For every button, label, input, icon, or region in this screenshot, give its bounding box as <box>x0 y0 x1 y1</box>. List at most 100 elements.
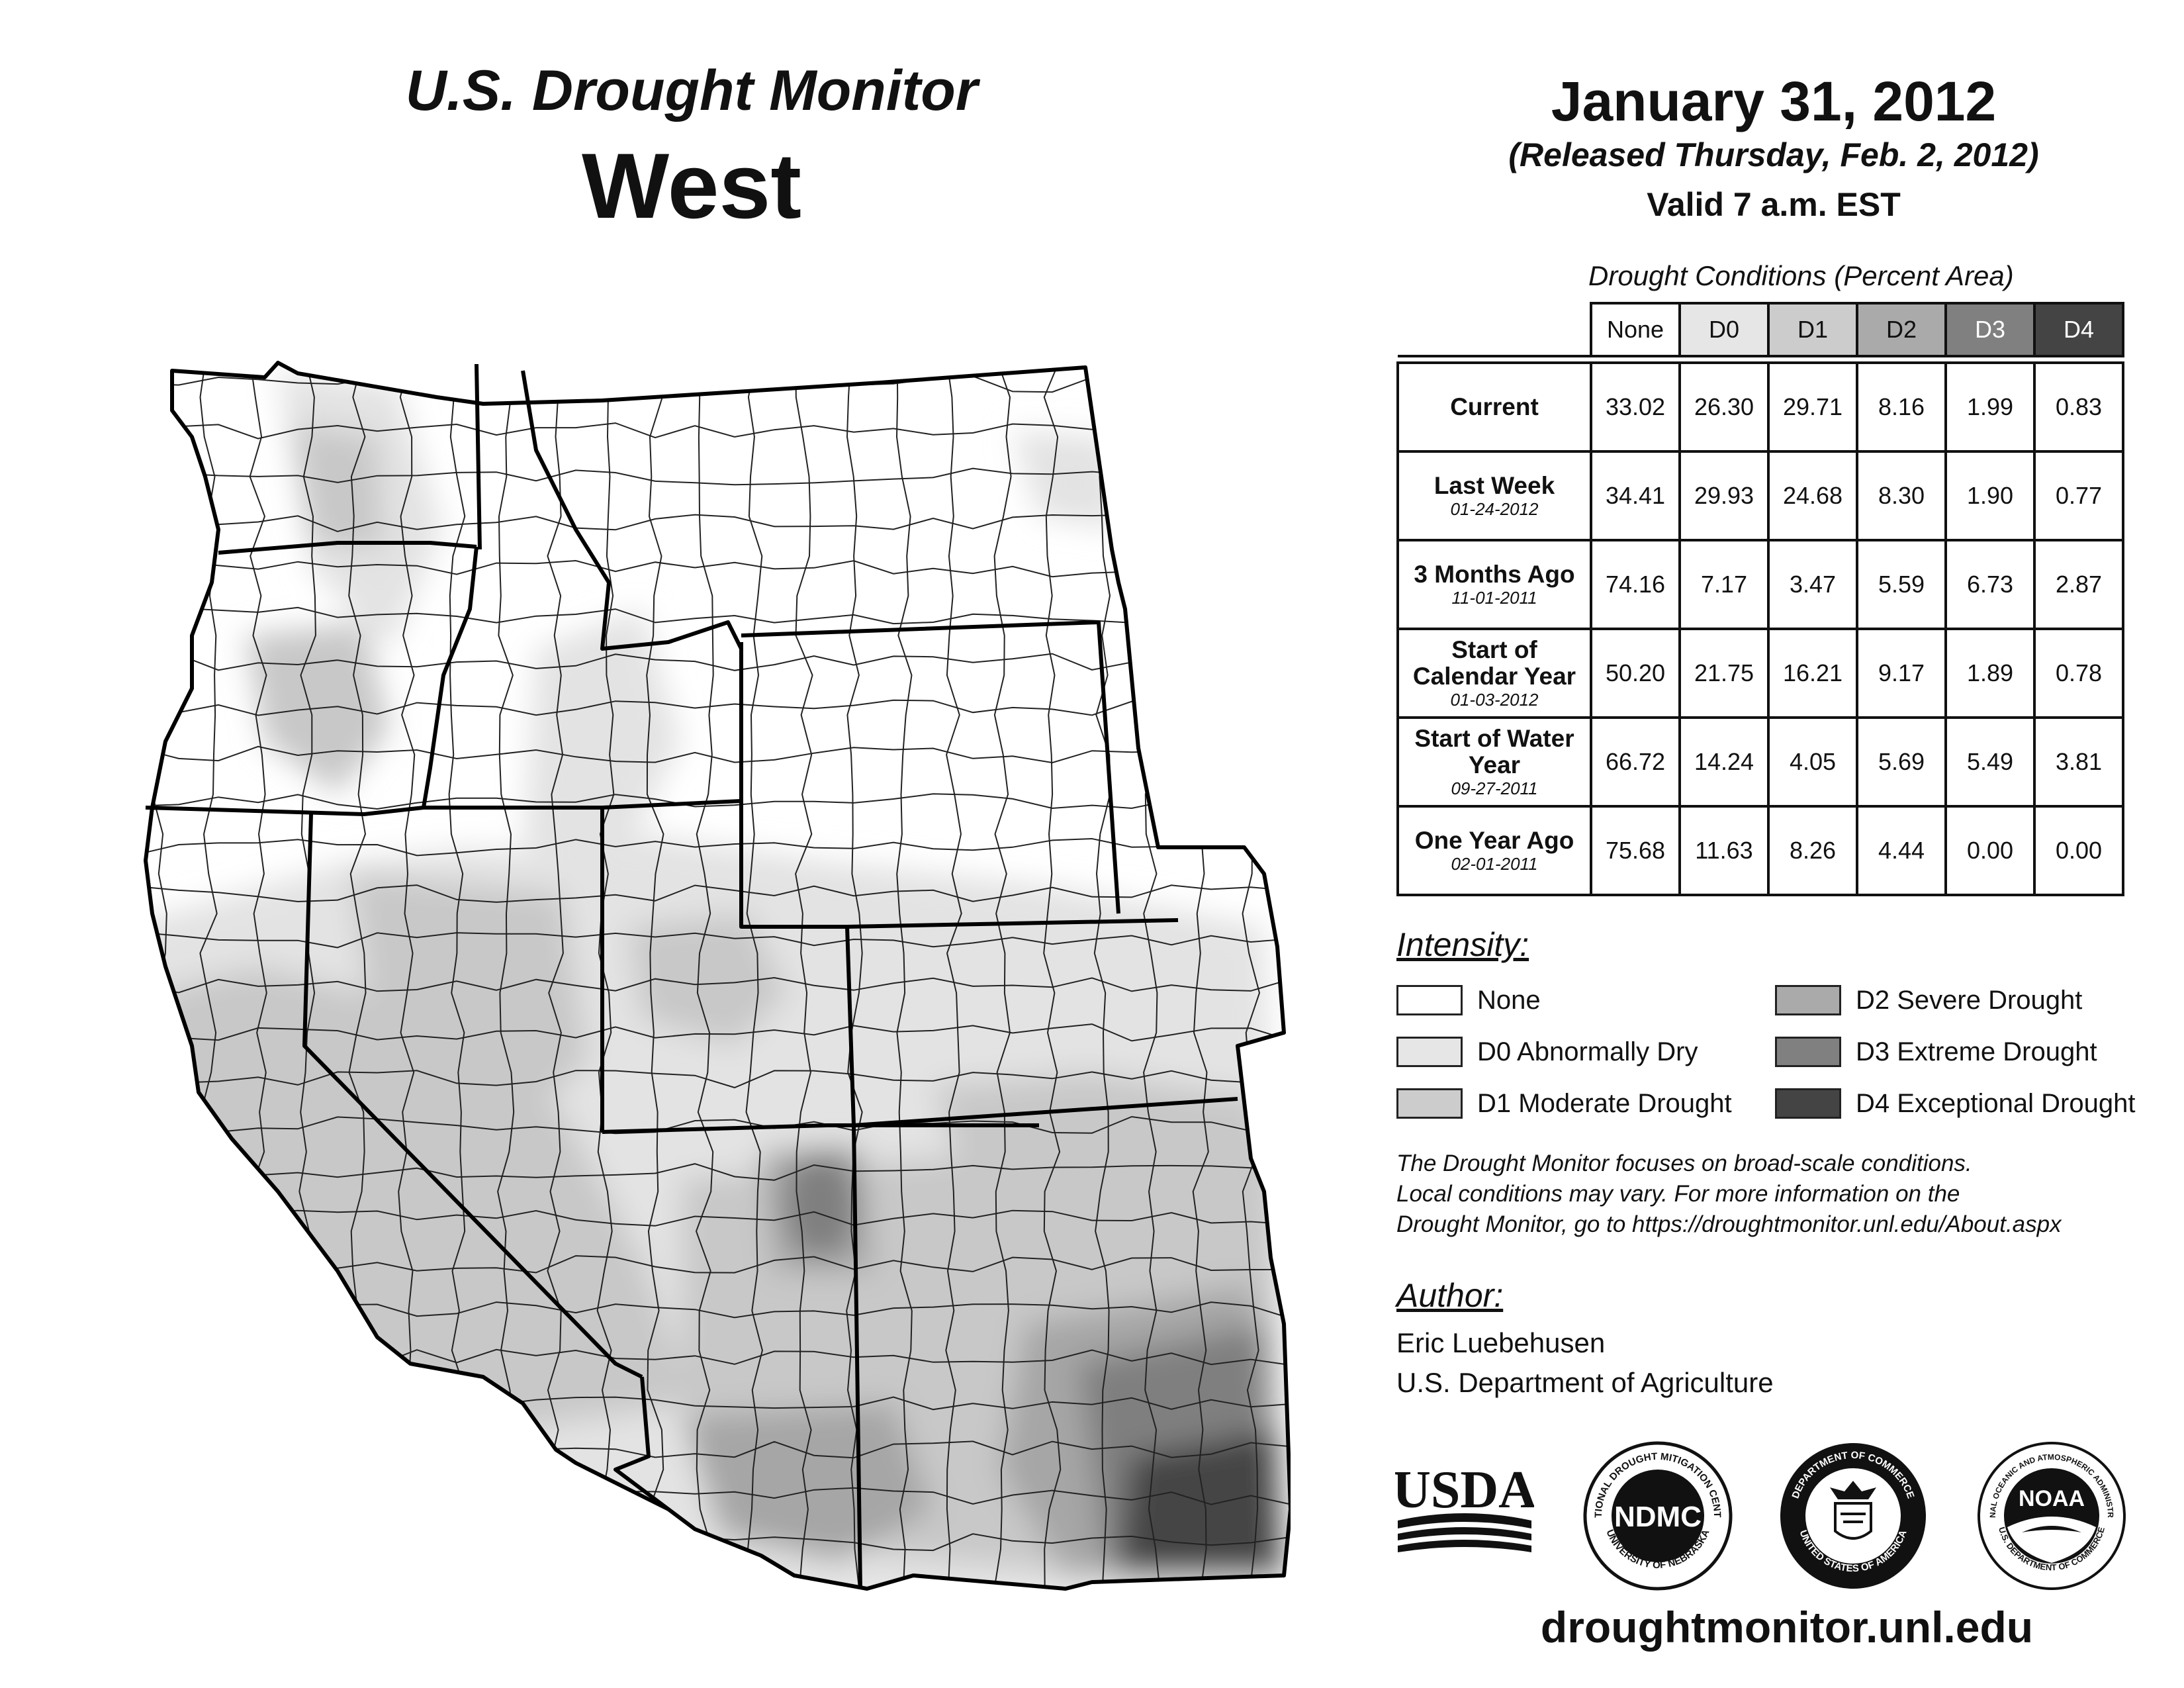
legend-item-d1: D1 Moderate Drought <box>1396 1088 1732 1119</box>
county-line <box>146 837 1291 857</box>
table-cell: 0.77 <box>2033 450 2124 541</box>
state-line-co-nm <box>853 1097 1238 1127</box>
legend-item-d3: D3 Extreme Drought <box>1775 1037 2097 1067</box>
table-cell: 16.21 <box>1767 628 1858 719</box>
county-line <box>745 363 763 1589</box>
website-url[interactable]: droughtmonitor.unl.edu <box>1540 1603 2034 1652</box>
table-cell: 29.71 <box>1767 361 1858 453</box>
d1-area-ut <box>629 914 788 1046</box>
col-header-d2: D2 <box>1856 302 1947 357</box>
table-cell: 14.24 <box>1678 716 1770 808</box>
row-label-text: 3 Months Ago <box>1414 561 1575 588</box>
legend-swatch <box>1775 1037 1841 1067</box>
county-line <box>547 363 565 1589</box>
legend-label: D1 Moderate Drought <box>1477 1088 1732 1118</box>
table-cell: 1.89 <box>1944 628 2036 719</box>
author-heading: Author: <box>1396 1277 1504 1314</box>
disclaimer: The Drought Monitor focuses on broad-sca… <box>1396 1149 2158 1240</box>
state-line-az-ca <box>614 1376 670 1511</box>
county-line <box>146 467 1291 486</box>
legend-swatch <box>1775 985 1841 1015</box>
county-line <box>146 931 1291 949</box>
d2-area-az <box>682 1403 933 1562</box>
table-cell: 0.00 <box>2033 805 2124 896</box>
table-row: Current 33.02 26.30 29.71 8.16 1.99 0.83 <box>1396 361 2124 453</box>
table-caption: Drought Conditions (Percent Area) <box>1588 260 2014 291</box>
noaa-logo: NATIONAL OCEANIC AND ATMOSPHERIC ADMINIS… <box>1976 1440 2126 1590</box>
county-line <box>895 363 913 1589</box>
legend-heading: Intensity: <box>1396 926 1529 963</box>
author-name: Eric Luebehusen <box>1396 1327 1606 1358</box>
county-line <box>497 363 515 1589</box>
d0-area-mt <box>1013 430 1118 530</box>
county-line <box>146 1115 1291 1135</box>
table-cell: 9.17 <box>1856 628 1947 719</box>
row-date: 11-01-2011 <box>1451 588 1537 608</box>
county-line <box>146 976 1291 994</box>
table-cell: 8.16 <box>1856 361 1947 453</box>
county-boundaries <box>146 363 1291 1589</box>
table-row: Start of Calendar Year 01-03-2012 50.20 21.… <box>1396 628 2124 719</box>
county-line <box>146 1209 1291 1227</box>
valid-time: Valid 7 a.m. EST <box>1647 186 1901 223</box>
table-cell: 1.90 <box>1944 450 2036 541</box>
county-line <box>150 363 167 1589</box>
state-line-ut-az <box>602 1123 1039 1134</box>
county-line <box>146 559 1291 578</box>
drought-map <box>144 361 1291 1591</box>
legend-label: D4 Exceptional Drought <box>1856 1088 2136 1118</box>
row-label-text: Last Week <box>1433 472 1555 499</box>
table-cell: 2.87 <box>2033 539 2124 630</box>
table-row: 3 Months Ago 11-01-2011 74.16 7.17 3.47 5.59 6… <box>1396 539 2124 630</box>
county-line <box>945 363 962 1589</box>
col-header-d1: D1 <box>1767 302 1858 357</box>
disclaimer-line: Drought Monitor, go to https://droughtmo… <box>1396 1211 2062 1237</box>
table-cell: 29.93 <box>1678 450 1770 541</box>
state-line-ca-nv <box>302 814 643 1379</box>
county-line <box>146 422 1291 440</box>
release-date: (Released Thursday, Feb. 2, 2012) <box>1508 136 2039 173</box>
table-cell: 74.16 <box>1590 539 1681 630</box>
d4-area <box>1118 1430 1284 1575</box>
row-label: Start of Water Year 09-27-2011 <box>1396 716 1592 808</box>
table-cell: 0.83 <box>2033 361 2124 453</box>
county-line <box>146 514 1291 532</box>
map-title: U.S. Drought Monitor <box>405 59 978 122</box>
state-line-wa-id <box>475 363 482 550</box>
table-cell: 75.68 <box>1590 805 1681 896</box>
drought-conditions-table: None D0 D1 D2 D3 D4 Current 33.02 26.30 29.… <box>1396 302 2124 896</box>
usda-logo-text: USDA <box>1395 1461 1534 1519</box>
county-line <box>146 1070 1291 1089</box>
row-date: 02-01-2011 <box>1451 854 1538 874</box>
legend-label: D3 Extreme Drought <box>1856 1037 2097 1066</box>
state-boundaries <box>144 361 1291 1591</box>
table-cell: 3.47 <box>1767 539 1858 630</box>
legend-item-d4: D4 Exceptional Drought <box>1775 1088 2135 1119</box>
col-header-d0: D0 <box>1678 302 1770 357</box>
row-date: 01-24-2012 <box>1450 499 1539 519</box>
table-cell: 7.17 <box>1678 539 1770 630</box>
row-label: Current <box>1396 361 1592 453</box>
ndmc-logo: NATIONAL DROUGHT MITIGATION CENTER UNIVE… <box>1582 1440 1733 1591</box>
county-line <box>993 363 1012 1589</box>
county-line <box>146 1023 1291 1042</box>
county-line <box>646 363 664 1589</box>
row-date: 01-03-2012 <box>1450 690 1539 710</box>
map-date: January 31, 2012 <box>1551 70 1997 132</box>
col-header-none: None <box>1590 302 1681 357</box>
county-line <box>1043 363 1062 1589</box>
row-label: 3 Months Ago 11-01-2011 <box>1396 539 1592 630</box>
legend-label: D2 Severe Drought <box>1856 985 2083 1015</box>
table-row: Last Week 01-24-2012 34.41 29.93 24.68 8.30 1.… <box>1396 450 2124 541</box>
table-cell: 11.63 <box>1678 805 1770 896</box>
legend-swatch <box>1396 985 1463 1015</box>
eagle-icon <box>1830 1481 1876 1499</box>
table-cell: 66.72 <box>1590 716 1681 808</box>
legend-item-d2: D2 Severe Drought <box>1775 985 2082 1015</box>
county-line <box>146 1163 1291 1181</box>
table-cell: 0.00 <box>1944 805 2036 896</box>
legend-item-d0: D0 Abnormally Dry <box>1396 1037 1698 1067</box>
table-cell: 50.20 <box>1590 628 1681 719</box>
state-line-az-nm <box>852 1125 862 1589</box>
table-cell: 5.49 <box>1944 716 2036 808</box>
